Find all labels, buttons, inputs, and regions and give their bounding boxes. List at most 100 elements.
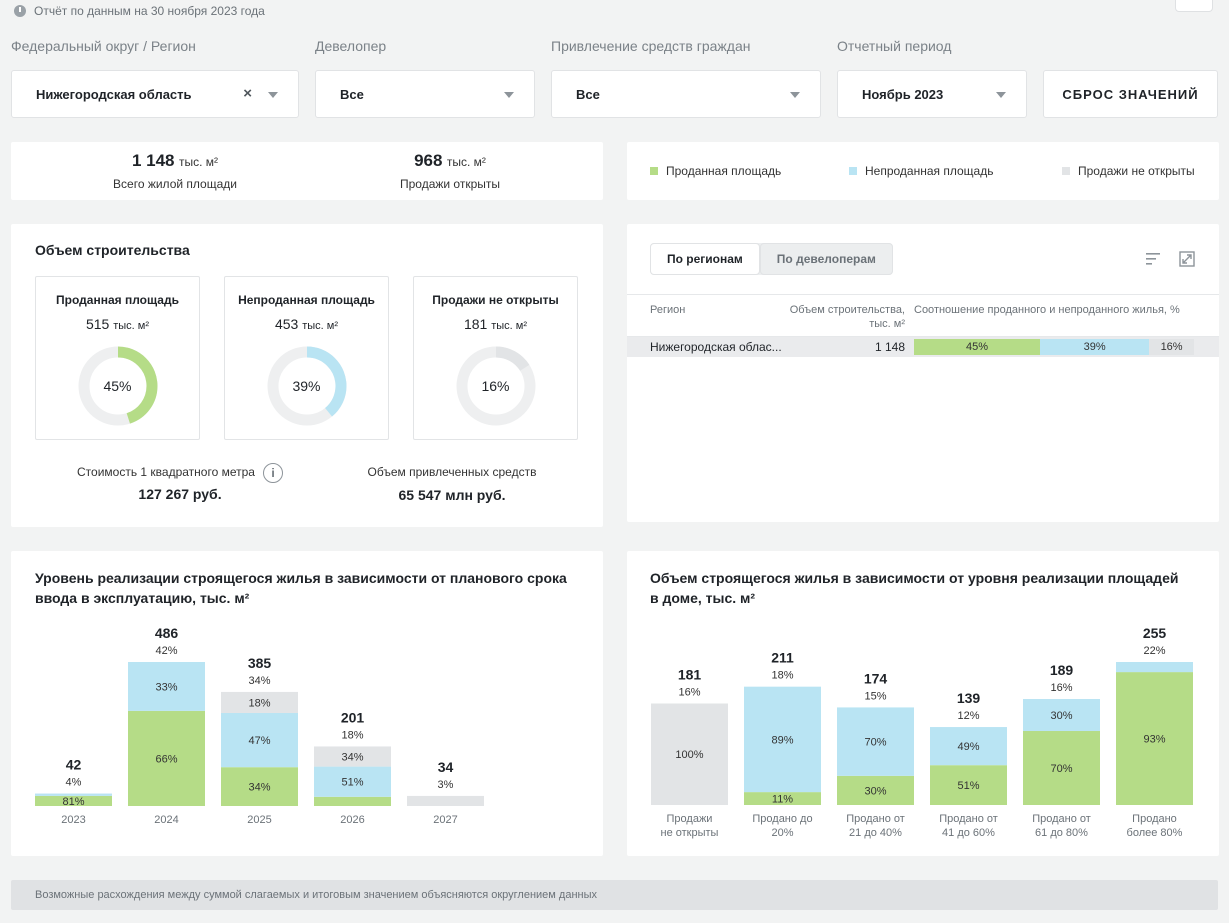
segment-label: 49% — [957, 741, 979, 753]
share-label: 4% — [66, 777, 82, 789]
clear-icon[interactable]: × — [243, 85, 252, 102]
clock-icon — [14, 5, 26, 17]
funding-select[interactable]: Все — [551, 70, 821, 118]
bar-segment — [35, 793, 112, 796]
bar-segment — [221, 691, 298, 713]
total-label: 42 — [66, 757, 82, 773]
share-label: 12% — [957, 710, 979, 722]
category-label: более 80% — [1127, 827, 1183, 839]
mini-card-title: Проданная площадь — [56, 293, 179, 307]
segment-label: 51% — [957, 780, 979, 792]
segment-label: 100% — [675, 749, 703, 761]
mini-card-unit: тыс. м² — [302, 320, 339, 332]
sort-icon[interactable] — [1146, 252, 1162, 266]
chevron-down-icon[interactable] — [504, 92, 514, 98]
cell-region: Нижегородская облас... — [650, 340, 782, 354]
sales-level-bar-chart: 100% 16% 181 Продажи не открыты 11% 89% 18% 211 П… — [651, 625, 1193, 839]
sales-level-chart-title: Объем строящегося жилья в зависимости от… — [650, 570, 1179, 606]
bar-segment — [1023, 699, 1100, 731]
segment-label: 33% — [155, 681, 177, 693]
completion-chart-title: Уровень реализации строящегося жилья в з… — [35, 570, 567, 606]
completion-bar-chart: 81% 4% 42 2023 66% 33% 42% 486 2024 34% 47% 18% 34% 3… — [35, 625, 484, 826]
category-label: 2024 — [154, 814, 178, 826]
segment-label: 93% — [1143, 734, 1165, 746]
region-select[interactable]: Нижегородская область × — [11, 70, 299, 118]
donut-chart — [267, 346, 347, 426]
corner-button[interactable] — [1175, 0, 1213, 12]
donut-percent: 16% — [481, 378, 510, 394]
segment-label: 47% — [248, 735, 270, 747]
col-header-region[interactable]: Регион — [650, 304, 686, 316]
bar-segment — [744, 686, 821, 793]
footnote: Возможные расхождения между суммой слага… — [11, 880, 1218, 910]
bar-segment — [314, 796, 391, 806]
category-label: Продано от — [939, 813, 998, 825]
legend-closed: Продажи не открыты — [1062, 164, 1195, 178]
segment-label: 81% — [62, 796, 84, 808]
share-label: 22% — [1143, 645, 1165, 657]
developer-select[interactable]: Все — [315, 70, 535, 118]
segment-label: 34% — [248, 782, 270, 794]
funds-label: Объем привлеченных средств — [367, 465, 537, 479]
share-label: 18% — [771, 670, 793, 682]
col-header-volume-unit: тыс. м² — [869, 318, 905, 330]
chevron-down-icon[interactable] — [790, 92, 800, 98]
tab-developers[interactable]: По девелоперам — [759, 243, 893, 275]
category-label: 2025 — [247, 814, 271, 826]
funding-select-value: Все — [576, 86, 600, 102]
segment-label: 89% — [771, 734, 793, 746]
ratio-bar-sold: 45% — [914, 339, 1040, 355]
legend-swatch — [849, 167, 857, 175]
legend-closed-label: Продажи не открыты — [1078, 164, 1195, 178]
mini-card-title: Продажи не открыты — [432, 293, 559, 307]
chevron-down-icon[interactable] — [996, 92, 1006, 98]
total-label: 34 — [438, 759, 454, 775]
info-icon[interactable]: i — [262, 463, 283, 483]
developer-filter-label: Девелопер — [315, 38, 387, 54]
legend-swatch — [650, 167, 658, 175]
expand-icon[interactable] — [1179, 251, 1195, 267]
segment-label: 66% — [155, 753, 177, 765]
volume-card — [11, 224, 603, 527]
share-label: 16% — [678, 686, 700, 698]
segment-label: 51% — [341, 777, 363, 789]
header-divider — [627, 294, 1219, 295]
total-label: 385 — [248, 655, 272, 671]
open-sales-stat: 968 тыс. м² Продажи открыты — [345, 151, 555, 191]
legend-swatch — [1062, 167, 1070, 175]
total-label: 211 — [771, 650, 794, 666]
region-filter-label: Федеральный округ / Регион — [11, 38, 196, 54]
bar-segment — [651, 703, 728, 805]
share-label: 34% — [248, 675, 270, 687]
ratio-bar-closed: 16% — [1149, 339, 1194, 355]
total-area-value: 1 148 — [131, 151, 175, 170]
category-label: Продано — [1132, 813, 1177, 825]
col-header-ratio[interactable]: Соотношение проданного и непроданного жи… — [914, 304, 1180, 316]
legend-unsold-label: Непроданная площадь — [865, 164, 994, 178]
donut-chart — [456, 346, 536, 426]
bar-segment — [744, 792, 821, 805]
closed-sales-card: Продажи не открыты 181 тыс. м² 16% — [413, 276, 578, 440]
segment-label: 70% — [864, 737, 886, 749]
row-divider — [627, 336, 1219, 337]
legend-sold: Проданная площадь — [650, 164, 781, 178]
category-label: 21 до 40% — [849, 827, 902, 839]
reset-button[interactable]: СБРОС ЗНАЧЕНИЙ — [1043, 70, 1218, 118]
price-value: 127 267 руб. — [138, 486, 222, 502]
tab-regions[interactable]: По регионам — [650, 243, 760, 275]
chevron-down-icon[interactable] — [268, 92, 278, 98]
price-label: Стоимость 1 квадратного метра — [77, 465, 255, 480]
bar-segment — [837, 707, 914, 776]
bar-segment — [221, 767, 298, 806]
category-label: Продано от — [846, 813, 905, 825]
period-select-value: Ноябрь 2023 — [862, 86, 944, 102]
share-label: 42% — [155, 645, 177, 657]
period-select[interactable]: Ноябрь 2023 — [837, 70, 1027, 118]
category-label: 20% — [771, 827, 793, 839]
share-label: 3% — [438, 779, 454, 791]
col-header-volume[interactable]: Объем строительства, тыс. м² — [760, 303, 905, 331]
mini-card-value: 515 — [85, 316, 110, 332]
developer-select-value: Все — [340, 86, 364, 102]
bar-segment — [930, 765, 1007, 805]
category-label: 2027 — [433, 814, 457, 826]
